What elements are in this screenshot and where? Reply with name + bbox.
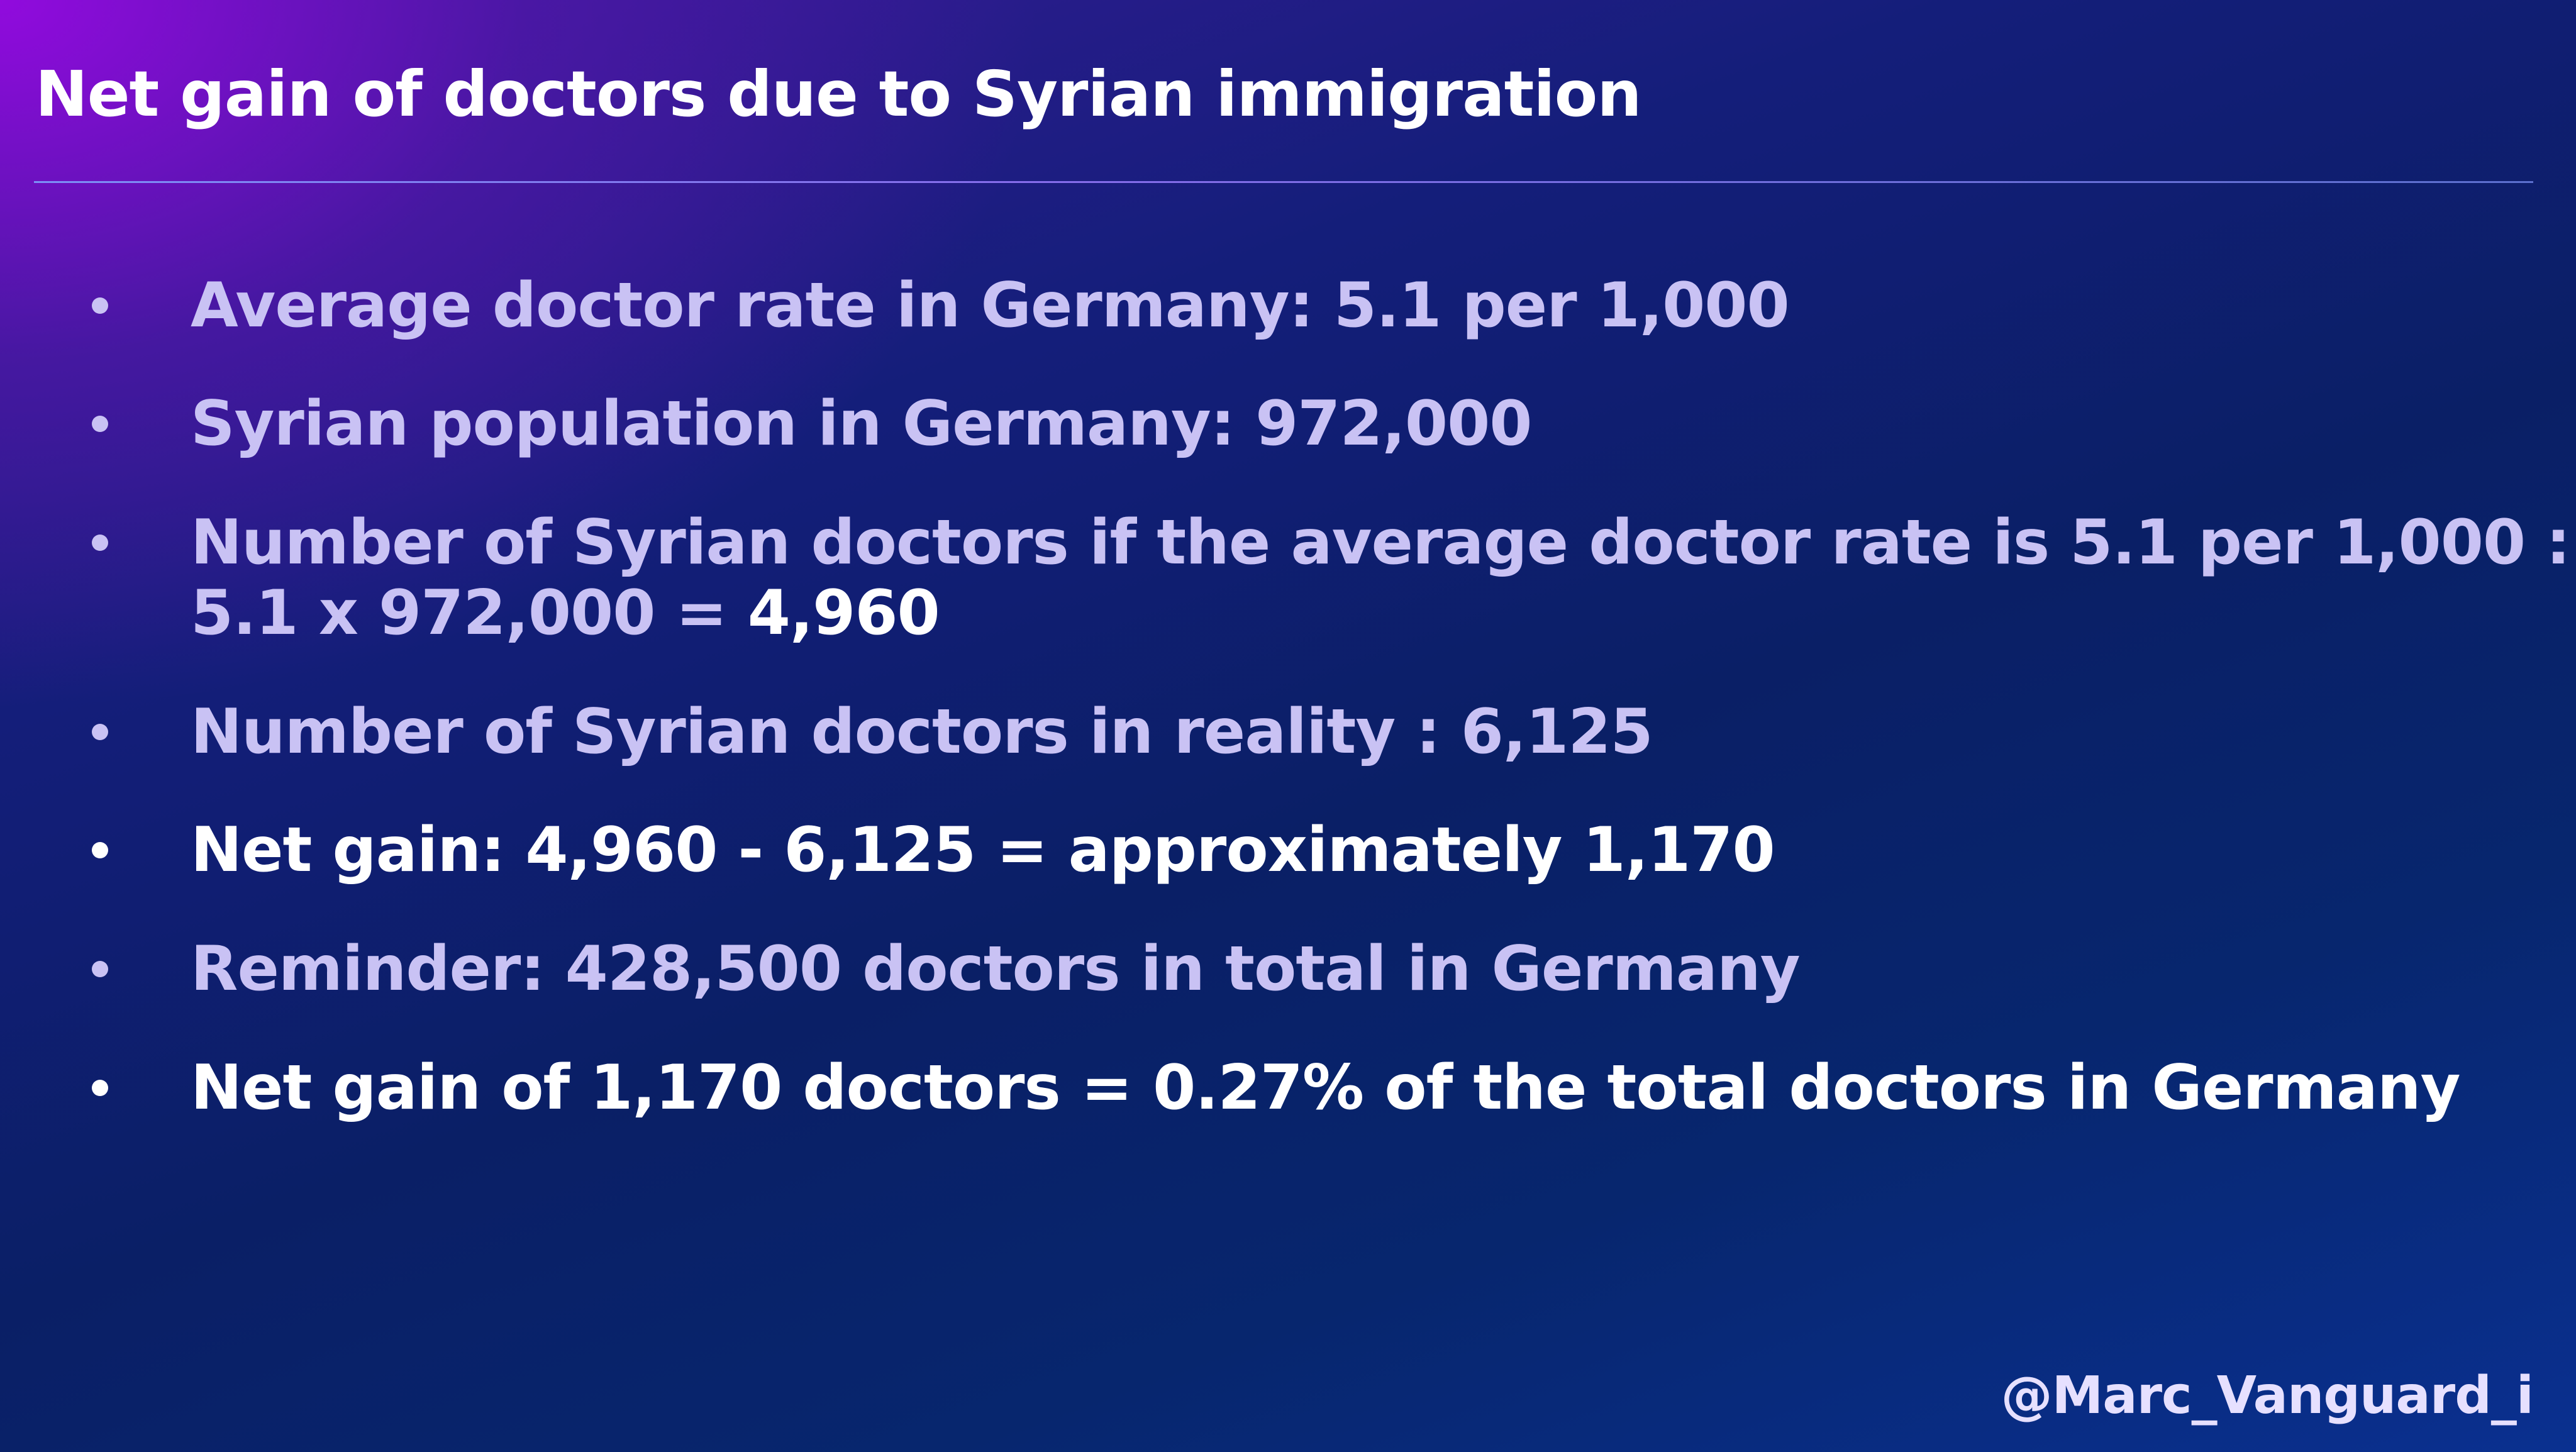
- bullet-text-line-2: 5.1 x 972,000 = 4,960: [191, 578, 2486, 648]
- bullet-text: Net gain of 1,170 doctors = 0.27% of the…: [191, 1052, 2461, 1124]
- author-handle: @Marc_Vanguard_i: [2001, 1366, 2534, 1426]
- bullet-text: Net gain: 4,960 - 6,125 = approximately …: [191, 814, 1775, 886]
- bullet-text-line-1: Number of Syrian doctors if the average …: [191, 507, 2570, 579]
- slide-title: Net gain of doctors due to Syrian immigr…: [35, 57, 1642, 131]
- bullet-text: Number of Syrian doctors in reality : 6,…: [191, 696, 1653, 768]
- bullet-dot-icon: [92, 416, 108, 432]
- calculation-result: 4,960: [747, 577, 940, 649]
- bullet-dot-icon: [92, 1080, 108, 1096]
- bullet-dot-icon: [92, 724, 108, 740]
- bullet-text: Syrian population in Germany: 972,000: [191, 388, 1532, 460]
- bullet-text: Reminder: 428,500 doctors in total in Ge…: [191, 933, 1801, 1005]
- bullet-text: Average doctor rate in Germany: 5.1 per …: [191, 270, 1790, 341]
- bullet-dot-icon: [92, 842, 108, 858]
- bullet-dot-icon: [92, 297, 108, 314]
- bullet-dot-icon: [92, 535, 108, 551]
- calculation-text: 5.1 x 972,000 =: [191, 577, 748, 649]
- title-divider: [34, 181, 2533, 183]
- bullet-dot-icon: [92, 961, 108, 977]
